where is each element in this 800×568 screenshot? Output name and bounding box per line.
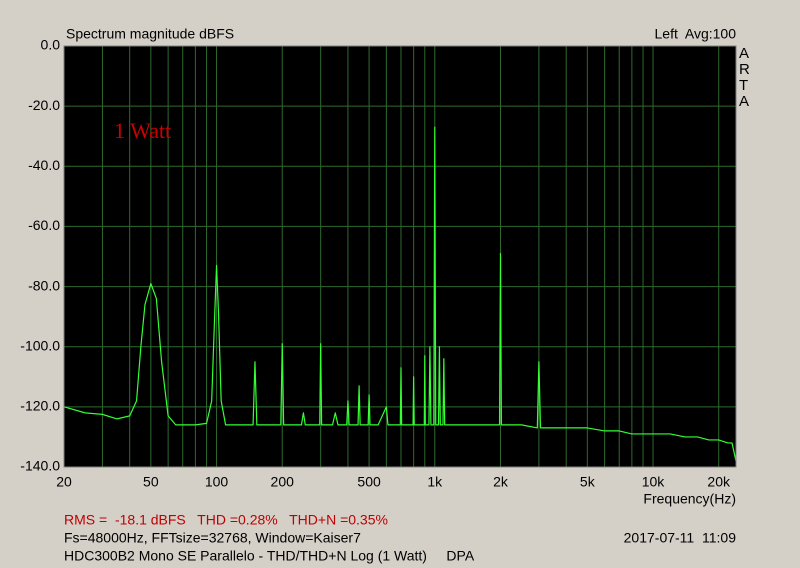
x-tick-label: 50 [143,474,159,490]
x-tick-label: 20k [707,474,731,490]
y-tick-label: 0.0 [41,37,61,53]
spectrum-line [63,126,737,462]
x-tick-label: 500 [357,474,381,490]
y-tick-label: -140.0 [20,458,60,474]
y-tick-label: -100.0 [20,337,60,353]
y-tick-label: -40.0 [28,157,60,173]
x-axis-label: Frequency(Hz) [643,491,736,507]
x-tick-label: 100 [205,474,229,490]
x-tick-label: 20 [56,474,72,490]
plot-border [63,45,737,468]
chart-title: Spectrum magnitude dBFS [66,26,234,42]
stats: RMS = -18.1 dBFS THD =0.28% THD+N =0.35% [64,512,388,528]
brand: ARTA [739,45,750,110]
y-tick-label: -80.0 [28,277,60,293]
y-tick-label: -20.0 [28,97,60,113]
x-tick-label: 10k [642,474,666,490]
timestamp: 2017-07-11 11:09 [624,530,737,546]
settings: Fs=48000Hz, FFTsize=32768, Window=Kaiser… [64,530,361,546]
x-tick-label: 200 [271,474,295,490]
y-tick-label: -120.0 [20,398,60,414]
x-tick-label: 2k [493,474,509,490]
plot-area [64,46,736,467]
y-tick-label: -60.0 [28,217,60,233]
x-tick-label: 1k [427,474,443,490]
x-tick-label: 5k [580,474,596,490]
annotation: 1 Watt [114,118,171,143]
channel-info: Left Avg:100 [655,26,737,42]
caption: HDC300B2 Mono SE Parallelo - THD/THD+N L… [64,548,475,564]
